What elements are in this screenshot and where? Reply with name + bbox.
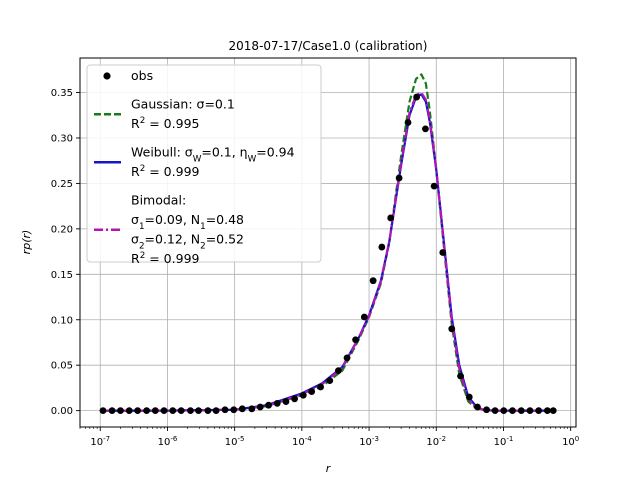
obs-point	[326, 377, 334, 385]
obs-point	[273, 399, 281, 407]
x-tick-label: 10-3	[359, 435, 379, 448]
plot-frame	[79, 57, 577, 428]
y-axis-label: rp(r)	[20, 230, 33, 255]
obs-point	[230, 406, 238, 414]
legend-label: σ1=0.09, N1=0.48	[131, 212, 244, 232]
obs-point	[125, 407, 133, 415]
obs-point	[448, 325, 456, 333]
obs-point	[291, 395, 298, 403]
obs-point	[248, 405, 256, 413]
legend-label: σ2=0.12, N2=0.52	[131, 232, 244, 252]
y-tick-label: 0.30	[51, 133, 73, 144]
obs-point	[378, 243, 386, 251]
obs-point	[413, 93, 421, 101]
legend-label: Gaussian: σ=0.1	[131, 97, 235, 112]
legend-box	[86, 64, 322, 263]
chart-title: 2018-07-17/Case1.0 (calibration)	[229, 39, 428, 53]
x-tick-label: 10-4	[292, 435, 312, 448]
obs-point	[404, 119, 412, 126]
y-tick-label: 0.00	[51, 406, 73, 417]
obs-point	[160, 407, 168, 415]
x-tick-label: 10-5	[225, 435, 245, 448]
legend-label: Weibull: σW=0.1, ηW=0.94	[131, 145, 295, 165]
y-tick-label: 0.35	[51, 88, 73, 99]
obs-point	[422, 125, 429, 133]
obs-point	[343, 354, 351, 362]
x-tick-label: 10-7	[90, 435, 110, 448]
obs-point	[317, 383, 324, 391]
obs-point	[134, 407, 142, 415]
x-axis-label: r	[326, 462, 332, 475]
obs-point	[221, 406, 229, 414]
obs-point	[151, 407, 159, 415]
legend: obs Gaussian: σ=0.1 R2 = 0.995 Weibull: σW=…	[86, 64, 322, 266]
obs-point	[352, 336, 359, 344]
obs-point	[204, 407, 212, 415]
obs-point	[369, 277, 377, 285]
obs-point	[308, 388, 316, 395]
obs-point	[491, 407, 499, 415]
y-tick-label: 0.15	[51, 270, 73, 281]
obs-point	[299, 391, 307, 399]
x-axis-ticks: 10-7 10-6 10-5 10-4 10-3 10-2 10-1 100	[79, 427, 579, 448]
y-tick-label: 0.10	[51, 315, 73, 326]
obs-point	[335, 367, 342, 375]
obs-point	[256, 403, 264, 411]
y-tick-label: 0.25	[51, 179, 73, 190]
obs-point	[169, 407, 177, 415]
obs-point	[177, 407, 185, 415]
obs-point	[265, 401, 272, 409]
obs-point	[143, 407, 151, 415]
obs-point	[526, 407, 534, 415]
y-tick-label: 0.05	[51, 361, 73, 372]
obs-point	[457, 372, 464, 380]
obs-point	[500, 407, 508, 415]
obs-point	[439, 249, 447, 256]
obs-point	[99, 407, 107, 415]
obs-point	[212, 407, 220, 415]
y-axis-ticks: 0.00 0.05 0.10 0.15 0.20 0.25 0.30 0.35	[51, 88, 80, 417]
obs-point	[549, 407, 557, 415]
obs-point	[108, 407, 116, 415]
obs-point	[509, 407, 516, 415]
x-tick-label: 10-6	[158, 435, 178, 448]
legend-label: R2 = 0.995	[131, 116, 199, 131]
legend-marker-obs	[103, 72, 111, 80]
obs-point	[474, 403, 481, 411]
obs-point	[517, 407, 525, 415]
legend-label: obs	[131, 68, 153, 83]
legend-label: R2 = 0.999	[131, 251, 200, 266]
obs-point	[430, 182, 438, 190]
legend-label: R2 = 0.999	[131, 164, 200, 179]
x-tick-label: 10-2	[426, 435, 446, 448]
obs-point	[360, 313, 368, 321]
obs-point	[282, 398, 290, 405]
obs-point	[543, 407, 551, 415]
legend-label: Bimodal:	[131, 193, 186, 208]
observation-points	[99, 93, 557, 415]
y-tick-label: 0.20	[51, 224, 73, 235]
x-tick-label: 10-1	[494, 435, 514, 448]
obs-point	[465, 393, 473, 401]
obs-point	[395, 174, 403, 182]
obs-point	[535, 407, 543, 415]
obs-point	[195, 407, 202, 415]
obs-point	[483, 406, 490, 414]
obs-point	[187, 407, 194, 415]
obs-point	[238, 405, 246, 413]
x-tick-label: 100	[562, 435, 579, 448]
obs-point	[387, 214, 395, 222]
obs-point	[117, 407, 124, 415]
